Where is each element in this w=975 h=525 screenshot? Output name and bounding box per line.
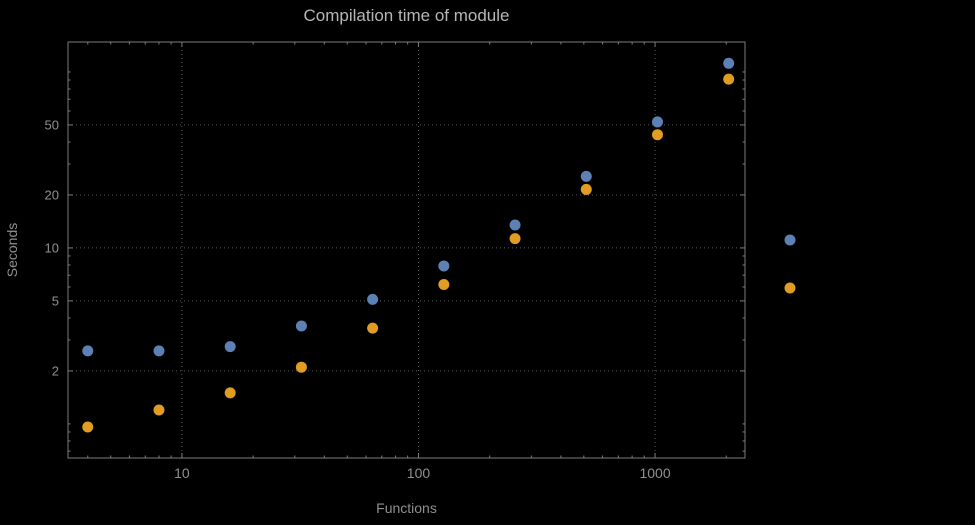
y-tick-label: 10 [45,240,59,255]
legend-marker [784,234,796,246]
y-axis-label: Seconds [4,222,20,278]
plot-frame [67,41,746,459]
x-tick-label: 1000 [639,465,670,481]
data-point-orange [295,361,307,373]
data-point-orange [580,183,592,195]
legend-marker [784,282,796,294]
data-point-orange [82,421,94,433]
data-point-blue [438,260,450,272]
y-tick-label: 20 [45,187,59,202]
data-point-orange [367,322,379,334]
data-point-orange [509,233,521,245]
data-point-blue [224,341,236,353]
data-point-blue [509,219,521,231]
data-point-orange [651,129,663,141]
y-tick-label: 5 [52,293,59,308]
data-point-orange [723,73,735,85]
x-tick-label: 100 [407,465,431,481]
x-axis-label: Functions [376,500,437,516]
data-point-blue [580,170,592,182]
x-tick-label: 10 [174,465,190,481]
y-tick-label: 50 [45,117,59,132]
data-point-orange [438,278,450,290]
data-point-blue [723,57,735,69]
data-point-blue [367,293,379,305]
data-point-blue [153,345,165,357]
data-point-blue [651,116,663,128]
data-point-orange [153,404,165,416]
data-point-blue [295,320,307,332]
data-point-orange [224,387,236,399]
y-tick-label: 2 [52,363,59,378]
chart-title: Compilation time of module [303,6,510,25]
data-point-blue [82,345,94,357]
